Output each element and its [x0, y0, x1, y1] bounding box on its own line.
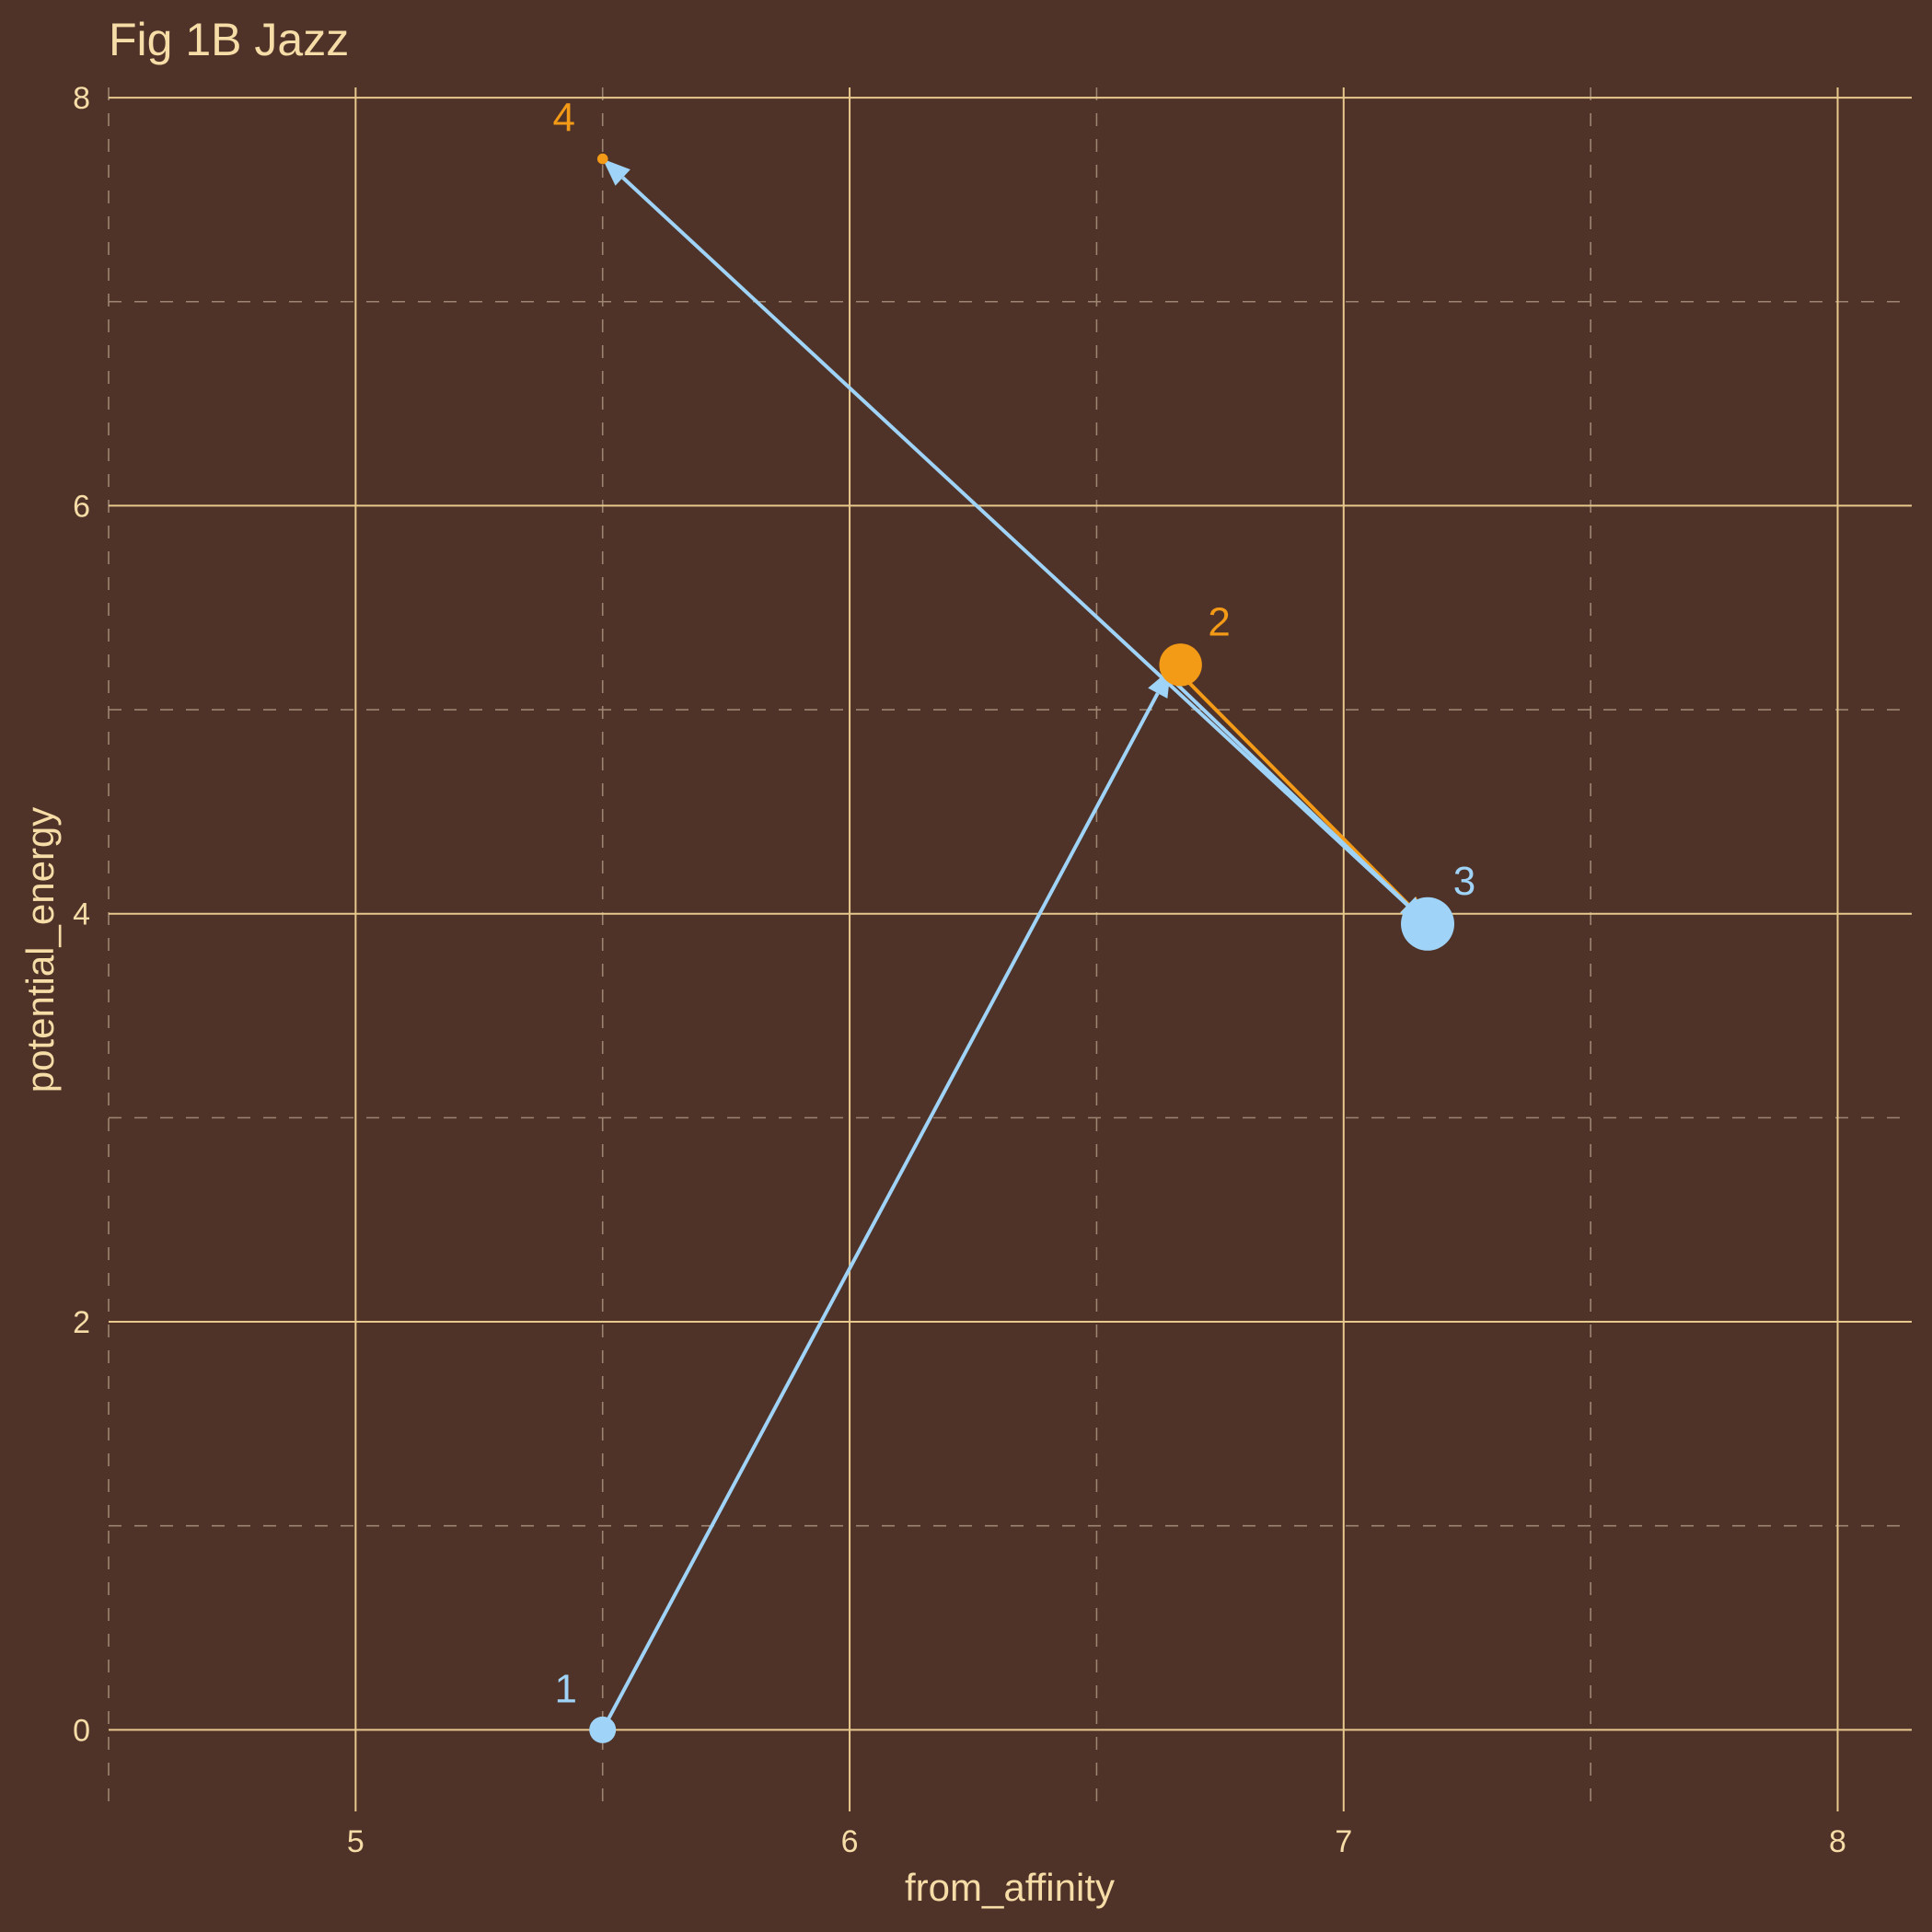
data-point [596, 153, 608, 165]
major-grid [109, 87, 1912, 1811]
point-label: 3 [1453, 859, 1475, 904]
arrow-shaft [621, 176, 1429, 926]
point-label: 2 [1208, 599, 1230, 644]
x-tick-labels: 5 6 7 8 [347, 1824, 1846, 1859]
x-tick-label: 6 [841, 1824, 859, 1859]
arrow [602, 158, 1429, 926]
arrow-head [602, 158, 631, 186]
y-tick-label: 0 [73, 1713, 90, 1748]
y-tick-labels: 0 2 4 6 8 [73, 81, 90, 1748]
data-point [589, 1716, 617, 1743]
data-point [1159, 643, 1202, 687]
chart-title: Fig 1B Jazz [109, 14, 349, 65]
data-point [1401, 897, 1455, 951]
point-label: 1 [554, 1666, 576, 1711]
x-tick-label: 7 [1335, 1824, 1352, 1859]
point-label: 4 [552, 96, 574, 141]
y-axis-label: potential_energy [18, 807, 62, 1093]
point-labels: 1 2 3 4 [552, 96, 1475, 1712]
y-tick-label: 2 [73, 1305, 90, 1340]
x-tick-label: 5 [347, 1824, 364, 1859]
minor-grid [108, 87, 1912, 1811]
x-tick-label: 8 [1829, 1824, 1846, 1859]
arrow-shaft [1184, 677, 1410, 906]
points [589, 153, 1455, 1743]
y-tick-label: 8 [73, 81, 90, 116]
arrow-shaft [600, 692, 1160, 1731]
y-tick-label: 4 [73, 897, 90, 932]
x-axis-label: from_affinity [905, 1866, 1115, 1909]
y-tick-label: 6 [73, 489, 90, 524]
